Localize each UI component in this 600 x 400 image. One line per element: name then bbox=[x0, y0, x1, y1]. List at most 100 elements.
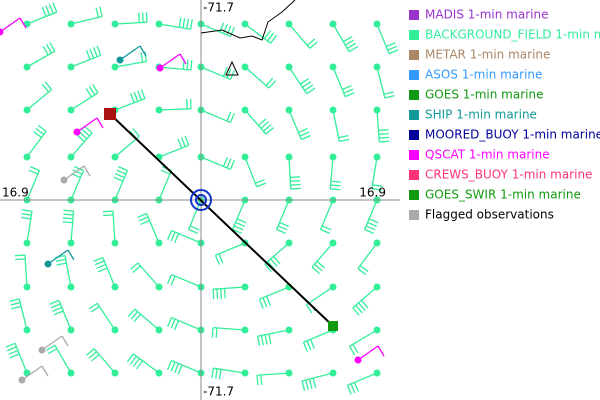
station-dot bbox=[373, 20, 381, 28]
barb-tick bbox=[344, 92, 355, 98]
barb-tick bbox=[102, 210, 114, 213]
barb-tick bbox=[49, 42, 56, 52]
barb-stem bbox=[352, 286, 378, 309]
barb-stem bbox=[114, 135, 140, 158]
station-dot bbox=[67, 239, 75, 247]
barb-tick bbox=[215, 327, 218, 338]
barb-tick bbox=[113, 176, 124, 182]
barb-tick bbox=[47, 348, 58, 355]
barb-tick bbox=[139, 45, 147, 57]
barb-tick bbox=[339, 138, 350, 143]
legend-label: GOES 1-min marine bbox=[425, 88, 543, 102]
barb-tick bbox=[226, 68, 232, 79]
barb-tick bbox=[180, 137, 186, 147]
station-dot bbox=[111, 153, 119, 161]
barb-tick bbox=[211, 368, 215, 379]
station-dot bbox=[329, 20, 337, 28]
barb-tick bbox=[91, 354, 100, 362]
barb-tick bbox=[133, 91, 139, 102]
barb-tick bbox=[97, 267, 108, 273]
barb-tick bbox=[9, 353, 20, 359]
barb-stem bbox=[288, 109, 302, 140]
station-dot bbox=[111, 20, 119, 28]
barb-tick bbox=[140, 89, 146, 99]
barb-stem bbox=[257, 372, 290, 376]
barb-stem bbox=[158, 66, 191, 71]
barb-tick bbox=[305, 304, 313, 314]
barb-stem bbox=[288, 66, 308, 95]
station-dot bbox=[23, 106, 31, 114]
barb-stem bbox=[215, 242, 246, 256]
barb-tick bbox=[174, 363, 180, 373]
barb-tick bbox=[94, 260, 105, 266]
barb-tick bbox=[352, 344, 359, 354]
legend-swatch bbox=[409, 70, 419, 80]
barb-tick bbox=[226, 25, 232, 36]
barb-stem bbox=[114, 170, 129, 201]
barb-tick bbox=[236, 218, 247, 224]
barb-tick bbox=[222, 157, 228, 167]
barb-tick bbox=[115, 173, 125, 179]
barb-tick bbox=[167, 317, 173, 328]
barb-tick bbox=[216, 288, 219, 299]
station-dot bbox=[285, 153, 293, 161]
barb-tick bbox=[260, 335, 264, 346]
legend-label: MOORED_BUOY 1-min marine bbox=[425, 128, 600, 142]
barb-tick bbox=[35, 127, 45, 135]
barb-tick bbox=[214, 255, 220, 265]
barb-tick bbox=[52, 2, 58, 13]
barb-tick bbox=[379, 140, 390, 143]
station-dot bbox=[155, 326, 163, 334]
barb-tick bbox=[258, 298, 264, 309]
barb-tick bbox=[92, 47, 98, 57]
barb-stem bbox=[376, 109, 380, 142]
station-dot bbox=[156, 64, 164, 72]
barb-tick bbox=[273, 256, 281, 265]
barb-tick bbox=[299, 131, 310, 137]
station-dot bbox=[111, 326, 119, 334]
barb-stem bbox=[54, 345, 72, 374]
barb-tick bbox=[264, 263, 272, 272]
barb-tick bbox=[359, 265, 369, 273]
barb-tick bbox=[170, 318, 176, 329]
barb-tick bbox=[235, 221, 245, 227]
barb-tick bbox=[384, 94, 395, 99]
barb-tick bbox=[10, 302, 21, 306]
barb-tick bbox=[265, 77, 274, 86]
barb-tick bbox=[62, 221, 73, 224]
legend-label: GOES_SWIR 1-min marine bbox=[425, 188, 581, 202]
station-dot bbox=[241, 153, 249, 161]
barb-tick bbox=[88, 351, 98, 359]
barb-tick bbox=[41, 6, 47, 17]
barb-tick bbox=[330, 184, 341, 187]
barb-tick bbox=[298, 127, 308, 134]
barb-tick bbox=[220, 288, 223, 299]
barb-tick bbox=[268, 80, 277, 89]
barb-stem bbox=[70, 92, 99, 111]
barb-tick bbox=[186, 18, 190, 29]
barb-tick bbox=[256, 182, 267, 188]
barb-tick bbox=[55, 258, 66, 262]
barb-tick bbox=[45, 44, 53, 54]
station-dot bbox=[285, 369, 293, 377]
barb-tick bbox=[309, 339, 315, 349]
barb-stem bbox=[264, 242, 290, 265]
barb-tick bbox=[215, 368, 218, 379]
barb-tick bbox=[367, 221, 377, 227]
barb-tick bbox=[378, 132, 389, 135]
barb-tick bbox=[360, 299, 369, 309]
barb-tick bbox=[306, 38, 316, 46]
barb-tick bbox=[306, 340, 312, 351]
barb-tick bbox=[99, 6, 103, 17]
barb-tick bbox=[95, 7, 100, 18]
station-dot bbox=[38, 346, 46, 354]
barb-tick bbox=[132, 265, 141, 273]
island bbox=[225, 60, 239, 76]
barb-stem bbox=[96, 302, 116, 331]
top-label: -71.7 bbox=[203, 1, 234, 15]
barb-tick bbox=[229, 159, 235, 170]
barb-tick bbox=[42, 45, 49, 56]
barb-stem bbox=[158, 144, 190, 158]
station-dot bbox=[73, 128, 81, 136]
barb-tick bbox=[341, 85, 352, 91]
